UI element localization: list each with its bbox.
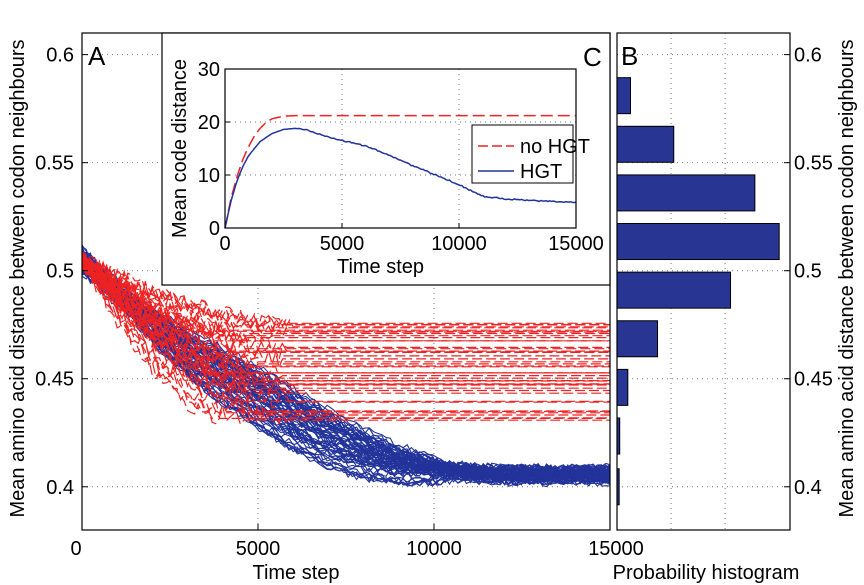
y-tick-label: 0.5 bbox=[46, 261, 74, 283]
panel-b-frame bbox=[616, 32, 791, 531]
panel-b: 0.40.450.50.550.6 Probability histogram … bbox=[613, 32, 858, 584]
no-hgt-trajectory bbox=[81, 260, 610, 340]
no-hgt-trajectory bbox=[81, 265, 610, 361]
hgt-trajectory bbox=[81, 260, 611, 477]
y-tick-label: 0.4 bbox=[46, 477, 74, 499]
panel-a-y-axis-label: Mean amino acid distance between codon n… bbox=[7, 39, 29, 517]
y-tick-label: 0.55 bbox=[794, 153, 833, 175]
panel-c-lines bbox=[224, 114, 577, 229]
panel-b-x-axis-label: Probability histogram bbox=[613, 562, 800, 584]
panel-c-y-axis-label: Mean code distance bbox=[169, 59, 191, 238]
panel-c-x-tick-labels: 0 5000 10000 15000 bbox=[219, 223, 604, 255]
histogram-bar bbox=[616, 77, 632, 115]
panel-a-lines bbox=[81, 244, 611, 488]
no-hgt-trajectory bbox=[81, 258, 610, 369]
panel-c-y-tick-labels: 0 10 20 30 bbox=[198, 59, 230, 240]
hgt-trajectory bbox=[81, 257, 611, 485]
hgt-trajectory bbox=[81, 255, 611, 479]
no-hgt-trajectory bbox=[81, 251, 610, 330]
no-hgt-trajectory bbox=[81, 256, 610, 340]
y-tick-label: 0.6 bbox=[46, 45, 74, 67]
no-hgt-trajectory bbox=[81, 251, 610, 340]
y-tick-label: 30 bbox=[198, 59, 220, 81]
panel-b-bars bbox=[616, 77, 780, 506]
x-tick-label: 10000 bbox=[406, 538, 462, 560]
no-hgt-trajectory bbox=[81, 260, 610, 391]
x-tick-label: 0 bbox=[70, 538, 81, 560]
no-hgt-mean-line bbox=[224, 114, 576, 229]
y-tick-label: 10 bbox=[198, 165, 220, 187]
no-hgt-trajectory bbox=[81, 251, 610, 358]
panel-a-x-tick-labels: 0 5000 10000 15000 bbox=[70, 524, 644, 560]
no-hgt-trajectory bbox=[81, 258, 610, 409]
y-tick-label: 0.6 bbox=[794, 45, 822, 67]
panel-c-grid bbox=[225, 69, 576, 228]
histogram-bar bbox=[616, 320, 659, 358]
legend-label-no-hgt: no HGT bbox=[520, 136, 590, 158]
hgt-trajectory bbox=[81, 253, 611, 483]
panel-c-x-axis-label: Time step bbox=[337, 256, 424, 278]
no-hgt-trajectory bbox=[81, 266, 610, 426]
panel-a-y-tick-labels: 0.4 0.45 0.5 0.55 0.6 bbox=[35, 45, 88, 499]
y-tick-label: 0.45 bbox=[35, 369, 74, 391]
x-tick-label: 5000 bbox=[320, 233, 365, 255]
x-tick-label: 5000 bbox=[236, 538, 281, 560]
no-hgt-trajectory bbox=[81, 254, 610, 393]
no-hgt-trajectory bbox=[81, 261, 610, 420]
panel-a: 0 5000 10000 15000 0.4 0.45 0.5 0.55 0.6 Time s… bbox=[7, 32, 644, 584]
no-hgt-trajectory bbox=[81, 258, 610, 380]
no-hgt-trajectory bbox=[81, 256, 610, 358]
no-hgt-trajectory bbox=[81, 255, 610, 419]
y-tick-label: 0.4 bbox=[794, 477, 822, 499]
no-hgt-trajectory bbox=[81, 267, 610, 378]
panel-c-letter: C bbox=[583, 42, 602, 72]
no-hgt-trajectory bbox=[81, 254, 610, 394]
x-tick-label: 0 bbox=[219, 233, 230, 255]
panel-c-frame bbox=[224, 68, 577, 229]
legend-label-hgt: HGT bbox=[520, 161, 562, 183]
y-tick-label: 20 bbox=[198, 112, 220, 134]
panel-a-x-axis-label: Time step bbox=[252, 562, 339, 584]
panel-b-letter: B bbox=[621, 41, 638, 71]
legend-box bbox=[471, 124, 574, 184]
histogram-bar bbox=[616, 125, 675, 163]
panel-b-y-axis-label: Mean amino acid distance between codon n… bbox=[836, 39, 858, 517]
panel-b-y-tick-labels: 0.4 0.45 0.5 0.55 0.6 bbox=[784, 45, 833, 499]
histogram-bar bbox=[616, 271, 732, 309]
x-tick-label: 10000 bbox=[431, 233, 487, 255]
hgt-trajectory bbox=[81, 253, 611, 475]
no-hgt-trajectory bbox=[81, 251, 610, 405]
no-hgt-trajectory bbox=[81, 253, 610, 355]
y-tick-label: 0.5 bbox=[794, 261, 822, 283]
x-tick-label: 15000 bbox=[548, 233, 604, 255]
histogram-bar bbox=[616, 223, 780, 261]
no-hgt-trajectory bbox=[81, 254, 610, 389]
panel-c: 0 5000 10000 15000 0 10 20 30 Time step Mean c… bbox=[161, 32, 611, 286]
no-hgt-trajectory bbox=[81, 258, 610, 382]
no-hgt-trajectory bbox=[81, 256, 610, 336]
no-hgt-trajectory bbox=[81, 260, 610, 361]
panel-c-legend: no HGT HGT bbox=[471, 124, 590, 184]
hgt-mean-line bbox=[224, 127, 577, 229]
x-tick-label: 15000 bbox=[588, 538, 644, 560]
no-hgt-trajectory bbox=[81, 264, 610, 423]
no-hgt-trajectory bbox=[81, 258, 610, 338]
no-hgt-trajectory bbox=[81, 253, 610, 336]
histogram-bar bbox=[616, 174, 756, 212]
no-hgt-trajectory bbox=[81, 258, 610, 344]
histogram-bar bbox=[616, 368, 629, 406]
no-hgt-trajectory bbox=[81, 255, 610, 329]
y-tick-label: 0.55 bbox=[35, 153, 74, 175]
hgt-trajectory bbox=[81, 258, 611, 484]
y-tick-label: 0.45 bbox=[794, 369, 833, 391]
no-hgt-trajectory bbox=[81, 256, 610, 374]
panel-a-letter: A bbox=[88, 41, 106, 71]
y-tick-label: 0 bbox=[209, 218, 220, 240]
